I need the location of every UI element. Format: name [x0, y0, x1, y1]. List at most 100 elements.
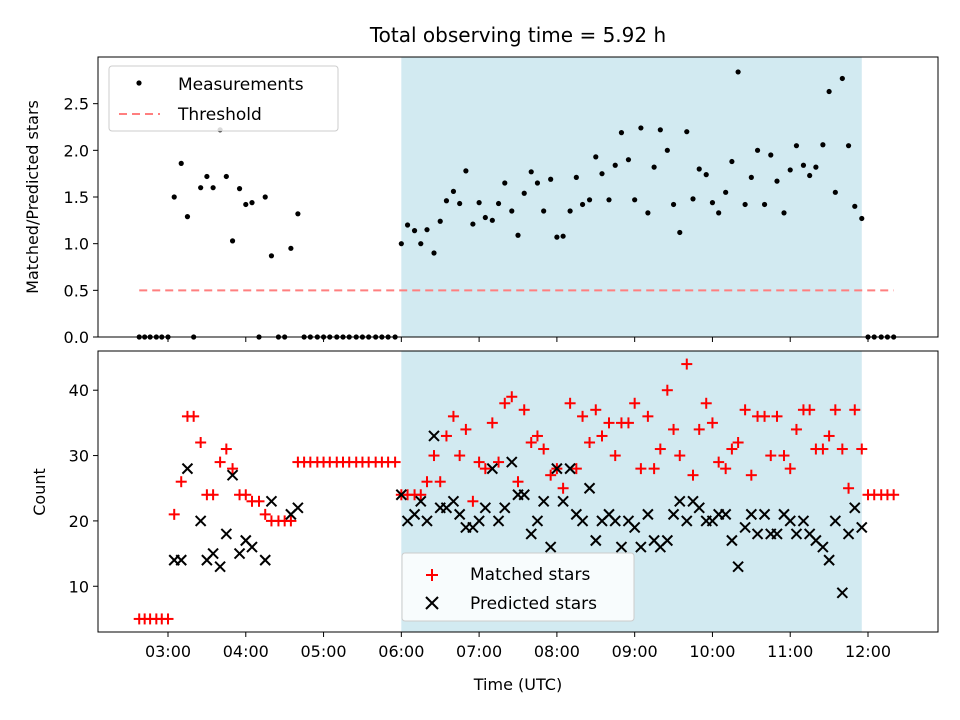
predicted-star-marker	[609, 515, 621, 527]
matched-star-marker	[823, 430, 835, 442]
measurement-point	[645, 210, 651, 216]
matched-star-marker	[479, 463, 491, 475]
predicted-star-marker	[292, 502, 304, 514]
measurement-point	[404, 222, 411, 228]
measurement-point	[632, 197, 638, 203]
measurement-point	[579, 201, 586, 208]
predicted-star-marker	[661, 534, 674, 547]
measurement-point	[593, 154, 599, 160]
matched-star-marker	[836, 443, 848, 455]
bottom-y-tick-label: 30	[69, 447, 89, 466]
matched-star-marker	[771, 410, 783, 422]
predicted-star-marker	[576, 515, 589, 527]
measurement-point	[839, 75, 845, 82]
measurement-point	[450, 188, 457, 194]
matched-star-marker	[732, 436, 744, 448]
matched-star-marker	[473, 456, 485, 468]
top-panel: 0.0 0.5 1.0 1.5 2.0 2.5 Matched/Predicted sta…	[23, 56, 939, 347]
matched-star-marker	[538, 443, 550, 455]
predicted-star-marker	[771, 528, 783, 540]
matched-star-marker	[545, 469, 557, 481]
matched-star-marker	[207, 489, 219, 501]
measurement-point	[657, 127, 663, 133]
measurement-point	[560, 233, 566, 239]
matched-star-marker	[240, 489, 252, 501]
predicted-star-marker	[719, 508, 732, 521]
matched-star-marker	[415, 489, 427, 501]
predicted-star-marker	[667, 508, 680, 521]
matched-star-marker	[700, 397, 712, 409]
matched-star-marker	[713, 456, 725, 468]
measurement-point	[787, 167, 793, 173]
matched-star-marker	[577, 410, 589, 422]
predicted-star-marker	[674, 495, 686, 508]
legend-predicted-marker	[425, 596, 439, 610]
measurement-point	[437, 218, 443, 224]
measurement-point	[807, 172, 813, 179]
measurement-point	[735, 69, 741, 75]
predicted-star-marker	[415, 495, 427, 508]
predicted-star-marker	[856, 521, 868, 534]
measurement-point	[418, 241, 424, 247]
x-tick-label: 06:00	[378, 642, 424, 661]
measurement-point	[800, 162, 807, 168]
measurement-point	[171, 194, 177, 200]
matched-star-marker	[829, 404, 841, 416]
measurement-point	[859, 215, 865, 222]
x-tick-label: 10:00	[689, 642, 735, 661]
predicted-star-marker	[823, 554, 835, 566]
predicted-star-marker	[635, 541, 647, 553]
measurement-point	[599, 171, 605, 177]
matched-star-marker	[518, 404, 530, 416]
top-legend-box	[108, 65, 339, 132]
measurement-point	[703, 172, 709, 178]
predicted-star-marker	[583, 482, 596, 494]
bottom-legend: Matched stars Predicted stars	[401, 552, 635, 622]
measurement-point	[178, 160, 184, 166]
measurement-point	[509, 208, 515, 214]
predicted-star-marker	[829, 515, 842, 527]
x-tick-label: 11:00	[767, 642, 813, 661]
predicted-star-marker	[797, 515, 810, 527]
predicted-star-marker	[207, 547, 219, 560]
predicted-star-marker	[525, 528, 537, 540]
matched-star-marker	[687, 469, 699, 481]
legend-measurement-marker	[136, 80, 142, 86]
top-x-axis-ticks	[167, 337, 869, 342]
measurement-point	[768, 152, 774, 158]
measurement-point	[586, 197, 593, 203]
matched-star-marker	[195, 436, 207, 448]
matched-star-marker	[681, 358, 693, 370]
measurement-point	[573, 174, 579, 180]
measurement-point	[463, 168, 469, 174]
matched-star-marker	[888, 489, 900, 501]
matched-star-marker	[162, 613, 174, 625]
top-y-tick-label: 0.5	[64, 281, 89, 300]
matched-star-marker	[460, 423, 472, 435]
predicted-star-marker	[842, 528, 855, 540]
matched-star-marker	[440, 430, 452, 442]
matched-star-marker	[570, 463, 582, 475]
measurement-point	[184, 214, 191, 220]
matched-star-marker	[817, 443, 829, 455]
matched-star-marker	[784, 463, 796, 475]
matched-star-marker	[856, 443, 868, 455]
measurement-point	[521, 190, 527, 196]
matched-star-marker	[454, 450, 466, 462]
matched-star-marker	[693, 423, 705, 435]
bottom-y-tick-label: 10	[69, 577, 89, 596]
measurement-point	[638, 125, 644, 131]
predicted-star-marker	[537, 495, 550, 508]
measurement-point	[606, 197, 612, 203]
x-tick-label: 12:00	[845, 642, 891, 661]
matched-star-marker	[706, 417, 718, 429]
measurement-point	[541, 208, 547, 214]
measurement-point	[625, 157, 632, 163]
matched-star-marker	[389, 456, 401, 468]
predicted-star-marker	[499, 502, 511, 514]
matched-star-marker	[188, 410, 200, 422]
measurement-point	[832, 189, 838, 195]
predicted-star-marker	[849, 502, 861, 514]
x-tick-label: 03:00	[145, 642, 191, 661]
measurement-point	[229, 238, 236, 244]
